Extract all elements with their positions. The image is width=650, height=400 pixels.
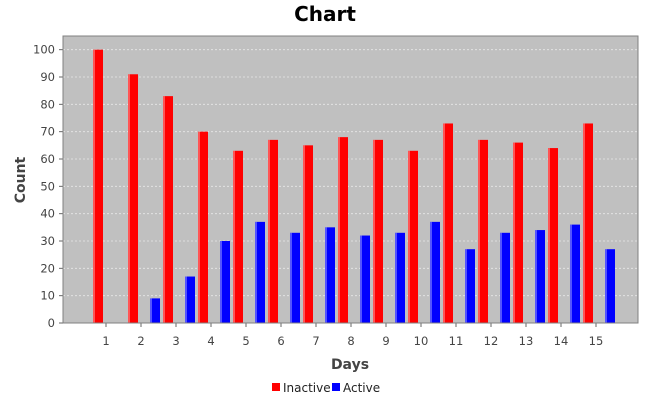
bar-active-3 — [185, 276, 195, 323]
y-tick-label: 10 — [40, 289, 55, 303]
bar-inactive-12 — [478, 139, 488, 323]
bar-inactive-1 — [93, 49, 103, 324]
y-tick-label: 20 — [40, 261, 55, 275]
bar-inactive-5 — [233, 150, 243, 323]
legend-label-inactive: Inactive — [283, 381, 331, 395]
bar-inactive-3 — [163, 96, 173, 323]
y-tick-label: 80 — [40, 97, 55, 111]
bar-inactive-8 — [338, 137, 348, 323]
bar-active-6 — [290, 232, 300, 323]
bar-active-8 — [360, 235, 370, 323]
x-tick-label: 6 — [277, 334, 284, 348]
bar-active-15 — [605, 249, 615, 323]
bar-active-5 — [255, 221, 265, 323]
y-tick-label: 50 — [40, 179, 55, 193]
x-tick-label: 14 — [554, 334, 569, 348]
x-tick-label: 1 — [102, 334, 109, 348]
x-tick-label: 12 — [484, 334, 499, 348]
bar-active-11 — [465, 249, 475, 323]
legend-swatch-active — [332, 383, 340, 391]
legend: Inactive Active — [272, 381, 380, 395]
y-tick-label: 70 — [40, 125, 55, 139]
y-tick-label: 30 — [40, 234, 55, 248]
x-tick-label: 7 — [312, 334, 319, 348]
bar-inactive-15 — [583, 123, 593, 323]
bar-active-13 — [535, 230, 545, 323]
bar-inactive-11 — [443, 123, 453, 323]
chart-title: Chart — [294, 2, 356, 26]
bar-active-2 — [150, 298, 160, 323]
y-axis-label: Count — [13, 156, 29, 203]
x-tick-label: 5 — [242, 334, 249, 348]
bar-active-7 — [325, 227, 335, 323]
bar-inactive-14 — [548, 148, 558, 323]
bar-active-10 — [430, 221, 440, 323]
x-tick-label: 4 — [207, 334, 214, 348]
bar-inactive-6 — [268, 139, 278, 323]
bar-inactive-13 — [513, 142, 523, 323]
legend-label-active: Active — [343, 381, 380, 395]
y-tick-label: 40 — [40, 207, 55, 221]
x-axis-label: Days — [331, 357, 369, 373]
x-tick-label: 11 — [449, 334, 464, 348]
bar-inactive-10 — [408, 150, 418, 323]
legend-swatch-inactive — [272, 383, 280, 391]
x-tick-label: 9 — [382, 334, 389, 348]
bar-inactive-2 — [128, 74, 138, 324]
x-tick-label: 15 — [589, 334, 604, 348]
bar-inactive-4 — [198, 131, 208, 323]
x-tick-label: 8 — [347, 334, 354, 348]
x-tick-label: 3 — [172, 334, 179, 348]
bar-active-14 — [570, 224, 580, 323]
y-tick-label: 100 — [33, 43, 55, 57]
bars — [93, 49, 615, 324]
bar-active-4 — [220, 241, 230, 323]
x-tick-label: 13 — [519, 334, 534, 348]
bar-active-9 — [395, 232, 405, 323]
bar-inactive-7 — [303, 145, 313, 323]
bar-inactive-9 — [373, 139, 383, 323]
y-tick-label: 0 — [48, 316, 55, 330]
y-tick-label: 90 — [40, 70, 55, 84]
x-tick-label: 10 — [414, 334, 429, 348]
bar-active-12 — [500, 232, 510, 323]
x-tick-label: 2 — [137, 334, 144, 348]
y-tick-label: 60 — [40, 152, 55, 166]
